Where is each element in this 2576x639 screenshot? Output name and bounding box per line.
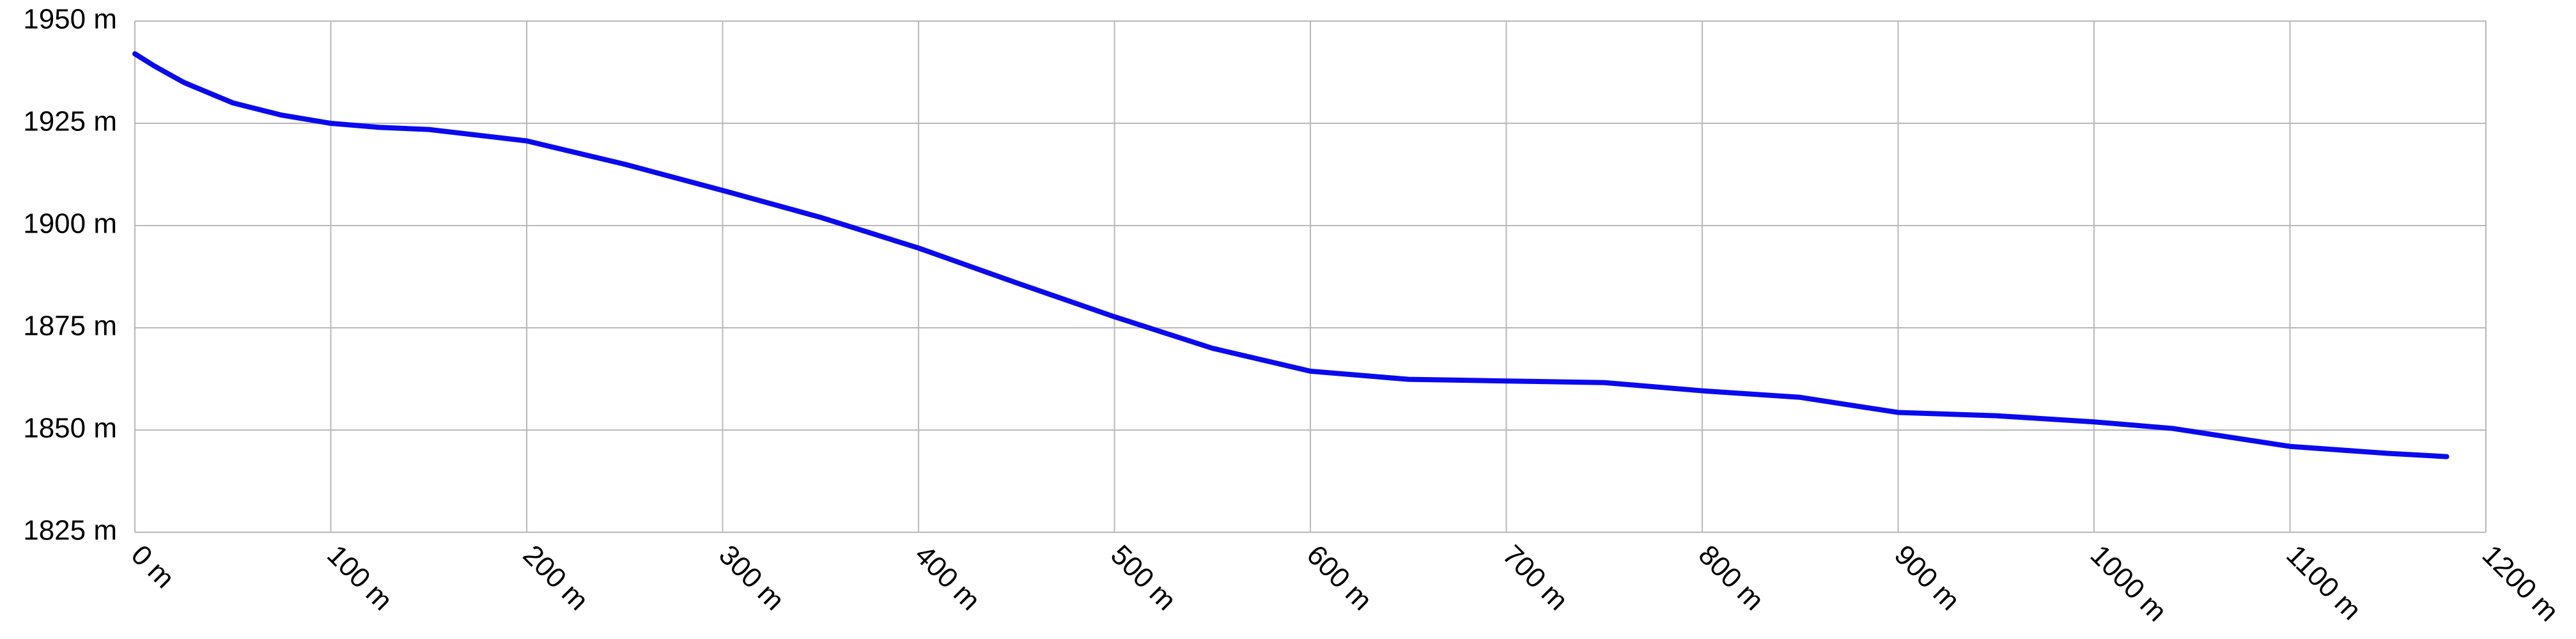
line-series — [132, 51, 2449, 459]
x-tick-label: 100 m — [321, 539, 398, 617]
x-tick-label: 200 m — [517, 539, 594, 617]
y-tick-label: 1850 m — [23, 413, 117, 444]
x-tick-label: 700 m — [1496, 539, 1574, 617]
x-tick-label: 500 m — [1105, 539, 1182, 617]
y-tick-label: 1950 m — [23, 4, 117, 35]
y-tick-label: 1875 m — [23, 311, 117, 342]
x-tick-label: 1000 m — [2084, 539, 2173, 627]
x-tick-label: 0 m — [125, 539, 181, 595]
y-tick-label: 1825 m — [23, 515, 117, 546]
x-tick-label: 400 m — [909, 539, 986, 617]
x-tick-label: 1100 m — [2280, 539, 2367, 626]
x-tick-label: 1200 m — [2476, 539, 2564, 627]
x-tick-label: 800 m — [1693, 539, 1770, 617]
x-tick-label: 600 m — [1301, 539, 1378, 617]
y-tick-label: 1900 m — [23, 208, 117, 240]
x-tick-label: 900 m — [1888, 539, 1966, 617]
y-tick-label: 1925 m — [23, 106, 117, 137]
x-tick-label: 300 m — [713, 539, 790, 617]
